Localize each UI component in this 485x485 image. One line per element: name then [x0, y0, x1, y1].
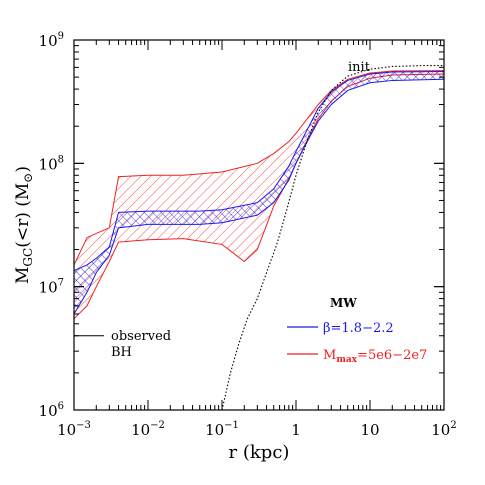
x-tick-label: 10−1 — [205, 420, 239, 439]
legend: MW β=1.8−2.2 Mmax=5e6−2e7 — [287, 296, 427, 365]
band-fill-1 — [74, 70, 444, 319]
y-tick-label: 107 — [39, 278, 64, 297]
plot-frame — [73, 39, 445, 411]
observed-label: observed — [111, 329, 171, 344]
x-tick-label: 10−3 — [57, 420, 91, 439]
x-tick-label: 10−2 — [131, 420, 165, 439]
band-lower-line-0 — [74, 78, 444, 315]
x-axis-label: r (kpc) — [229, 442, 290, 463]
band-upper-line-1 — [74, 70, 444, 266]
bh-label: BH — [111, 345, 132, 360]
bands-layer — [74, 70, 444, 320]
legend-label-beta: β=1.8−2.2 — [323, 321, 394, 336]
init-label: init — [348, 60, 371, 75]
labels-layer: 10−3 10−2 10−1 1 10 102 106 107 108 109 r (kpc) MGC… — [13, 31, 457, 463]
y-tick-label: 109 — [39, 31, 64, 50]
legend-label-mmax: Mmax=5e6−2e7 — [323, 348, 427, 365]
legend-title: MW — [330, 296, 357, 310]
x-tick-label: 10 — [360, 421, 379, 439]
y-tick-label: 108 — [39, 154, 64, 173]
x-tick-label: 102 — [431, 420, 456, 439]
svg-text:MGC(<r) (M⊙): MGC(<r) (M⊙) — [13, 166, 35, 284]
y-axis-label: MGC(<r) (M⊙) — [13, 166, 35, 284]
band-upper-line-0 — [74, 71, 444, 272]
y-tick-label: 106 — [39, 401, 64, 420]
x-tick-label: 1 — [291, 421, 301, 439]
